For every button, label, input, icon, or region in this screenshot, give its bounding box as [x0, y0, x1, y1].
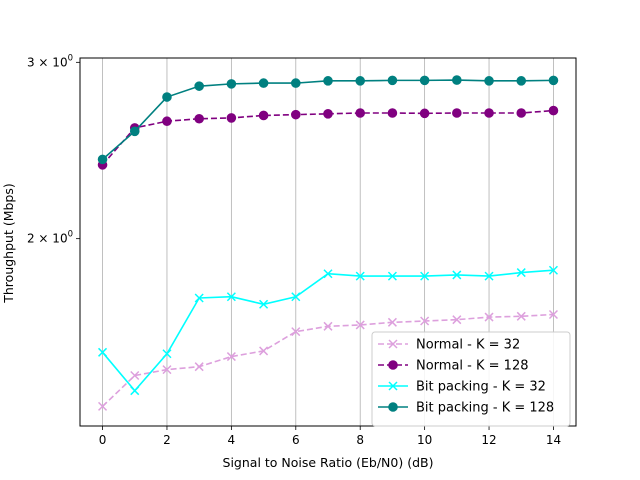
data-point — [290, 78, 301, 88]
x-axis-ticks: 0 2 4 6 8 10 12 14 — [99, 426, 561, 447]
x-tick-label: 10 — [417, 433, 432, 447]
data-point — [387, 75, 398, 86]
data-point — [194, 293, 204, 303]
data-point — [484, 271, 494, 281]
data-point — [548, 75, 559, 86]
data-point — [484, 76, 494, 86]
data-point — [452, 108, 462, 118]
legend-marker — [388, 339, 398, 349]
data-point — [516, 76, 527, 86]
data-point — [162, 349, 172, 359]
data-point — [162, 116, 172, 127]
x-tick-label: 12 — [481, 433, 496, 447]
data-point — [98, 401, 108, 411]
series-4 — [97, 75, 559, 165]
data-point — [291, 327, 301, 337]
data-point — [194, 113, 204, 124]
legend-marker — [388, 360, 398, 370]
data-point — [355, 271, 365, 281]
y-tick-label: 3 × 100 — [27, 53, 73, 69]
data-point — [355, 108, 366, 118]
x-tick-label: 6 — [292, 433, 300, 447]
data-point — [548, 105, 559, 116]
x-tick-label: 4 — [228, 433, 236, 447]
x-axis-label: Signal to Noise Ratio (Eb/N0) (dB) — [223, 455, 434, 470]
data-point — [387, 271, 397, 281]
data-point — [323, 76, 333, 86]
data-point — [290, 109, 301, 120]
y-axis-label: Throughput (Mbps) — [1, 183, 16, 304]
data-point — [259, 346, 269, 356]
data-point — [452, 75, 462, 85]
data-point — [323, 109, 333, 119]
data-point — [355, 320, 365, 330]
data-point — [484, 108, 494, 118]
series-3 — [98, 265, 558, 396]
x-tick-label: 14 — [546, 433, 561, 447]
data-point — [258, 78, 269, 88]
data-point — [194, 362, 204, 372]
data-point — [97, 154, 108, 165]
data-point — [516, 108, 527, 118]
data-point — [226, 352, 236, 362]
legend-label: Bit packing - K = 32 — [416, 380, 546, 395]
legend-label: Normal - K = 32 — [416, 338, 520, 353]
data-point — [323, 269, 333, 279]
legend-label: Normal - K = 128 — [416, 359, 529, 374]
data-point — [548, 265, 558, 275]
data-point — [162, 365, 172, 375]
legend-marker — [388, 381, 398, 391]
legend: Normal - K = 32 Normal - K = 128 Bit packi… — [371, 331, 571, 427]
data-point — [226, 292, 236, 302]
data-point — [291, 292, 301, 302]
data-point — [323, 321, 333, 331]
legend-entry: Normal - K = 32 — [378, 338, 520, 353]
data-point — [516, 311, 526, 321]
series-1 — [98, 309, 558, 411]
legend-marker — [388, 402, 398, 412]
legend-entry: Bit packing - K = 128 — [378, 401, 554, 416]
data-point — [259, 299, 269, 309]
legend-box — [371, 331, 571, 427]
data-point — [420, 316, 430, 326]
y-tick-label: 2 × 100 — [27, 230, 73, 246]
data-point — [420, 271, 430, 281]
plot-frame — [79, 57, 577, 427]
data-point — [258, 110, 269, 121]
data-point — [98, 347, 108, 357]
data-point — [419, 75, 430, 86]
x-tick-label: 2 — [163, 433, 171, 447]
data-point — [129, 126, 140, 137]
data-point — [484, 312, 494, 322]
data-point — [452, 315, 462, 325]
legend-entry: Normal - K = 128 — [378, 359, 529, 374]
legend-label: Bit packing - K = 128 — [416, 401, 554, 416]
data-point — [419, 108, 430, 119]
data-point — [226, 79, 237, 89]
data-point — [194, 81, 204, 91]
data-point — [162, 92, 172, 102]
data-point — [226, 113, 237, 123]
data-point — [130, 386, 140, 396]
data-point — [548, 309, 558, 320]
x-tick-label: 8 — [356, 433, 364, 447]
legend-entry: Bit packing - K = 32 — [378, 380, 546, 395]
data-point — [355, 76, 366, 86]
y-axis-ticks: 2 × 100 3 × 100 — [27, 53, 80, 246]
data-point — [130, 370, 140, 381]
data-point — [516, 268, 526, 278]
data-point — [387, 317, 397, 327]
series-layer — [97, 75, 559, 411]
data-point — [387, 108, 398, 118]
x-tick-label: 0 — [99, 433, 107, 447]
data-point — [452, 270, 462, 280]
